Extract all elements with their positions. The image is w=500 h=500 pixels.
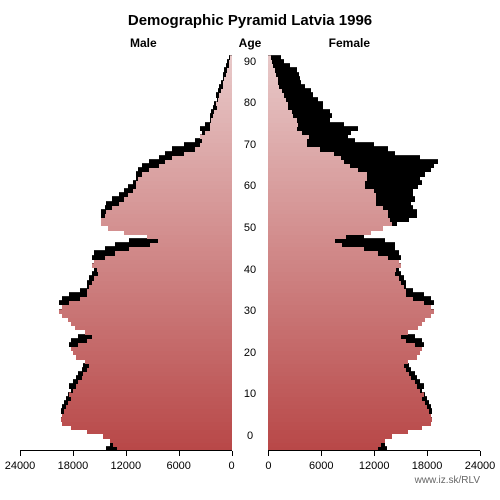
male-bar-row xyxy=(20,72,232,76)
x-tick-label: 24000 xyxy=(5,460,36,472)
x-tick-mark xyxy=(268,451,269,456)
male-bar-row xyxy=(20,134,232,138)
x-tick-label: 0 xyxy=(229,460,235,472)
y-tick-label: 80 xyxy=(232,97,269,109)
male-bar-row xyxy=(20,122,232,126)
male-bar-row xyxy=(20,84,232,88)
plot-area: 0102030405060708090 00600060001200012000… xyxy=(20,55,480,450)
age-axis-gap: 0 10 20 30 40 50 60 70 80 90 xyxy=(232,55,269,450)
female-bar-row xyxy=(268,63,480,67)
y-tick-label: 0 xyxy=(232,430,269,442)
male-bar-row xyxy=(20,63,232,67)
female-bar-row xyxy=(268,67,480,71)
female-bar-row xyxy=(268,76,480,80)
male-bar-row xyxy=(20,80,232,84)
x-tick-mark xyxy=(480,451,481,456)
x-tick-mark xyxy=(232,451,233,456)
female-bar-row xyxy=(268,80,480,84)
age-label: Age xyxy=(0,36,500,50)
credit-text: www.iz.sk/RLV xyxy=(415,475,480,486)
x-tick-mark xyxy=(321,451,322,456)
y-tick-label: 70 xyxy=(232,139,269,151)
male-bar-row xyxy=(20,76,232,80)
x-tick-mark xyxy=(374,451,375,456)
pyramid-chart: Demographic Pyramid Latvia 1996 Male Age… xyxy=(0,0,500,500)
x-tick-mark xyxy=(179,451,180,456)
male-bar-row xyxy=(20,109,232,113)
chart-title: Demographic Pyramid Latvia 1996 xyxy=(0,12,500,29)
x-tick-mark xyxy=(427,451,428,456)
female-bar-row xyxy=(268,72,480,76)
x-tick-label: 6000 xyxy=(166,460,190,472)
y-tick-label: 50 xyxy=(232,222,269,234)
x-tick-mark xyxy=(73,451,74,456)
male-bar-row xyxy=(20,126,232,130)
x-tick-mark xyxy=(20,451,21,456)
x-tick-label: 0 xyxy=(265,460,271,472)
x-tick-label: 24000 xyxy=(465,460,496,472)
male-bar-row xyxy=(20,117,232,121)
y-tick-label: 60 xyxy=(232,180,269,192)
female-label: Female xyxy=(329,36,370,50)
male-bar-row xyxy=(20,88,232,92)
female-panel xyxy=(268,55,480,450)
y-tick-label: 40 xyxy=(232,264,269,276)
x-tick-mark xyxy=(126,451,127,456)
male-bar-row xyxy=(20,101,232,105)
x-tick-label: 12000 xyxy=(359,460,390,472)
male-bar-row xyxy=(20,92,232,96)
male-bar-row xyxy=(20,105,232,109)
male-bar-row xyxy=(20,55,232,59)
x-tick-label: 6000 xyxy=(309,460,333,472)
x-tick-label: 18000 xyxy=(58,460,89,472)
male-bar-row xyxy=(20,67,232,71)
male-bar-row xyxy=(20,113,232,117)
x-tick-label: 18000 xyxy=(412,460,443,472)
y-tick-label: 20 xyxy=(232,347,269,359)
y-tick-label: 90 xyxy=(232,56,269,68)
y-tick-label: 10 xyxy=(232,388,269,400)
x-tick-label: 12000 xyxy=(111,460,142,472)
female-bar-front xyxy=(268,55,271,60)
male-panel xyxy=(20,55,232,450)
male-bar-row xyxy=(20,97,232,101)
male-bar-row xyxy=(20,59,232,63)
y-tick-label: 30 xyxy=(232,305,269,317)
female-bar-row xyxy=(268,55,480,59)
female-bar-row xyxy=(268,59,480,63)
